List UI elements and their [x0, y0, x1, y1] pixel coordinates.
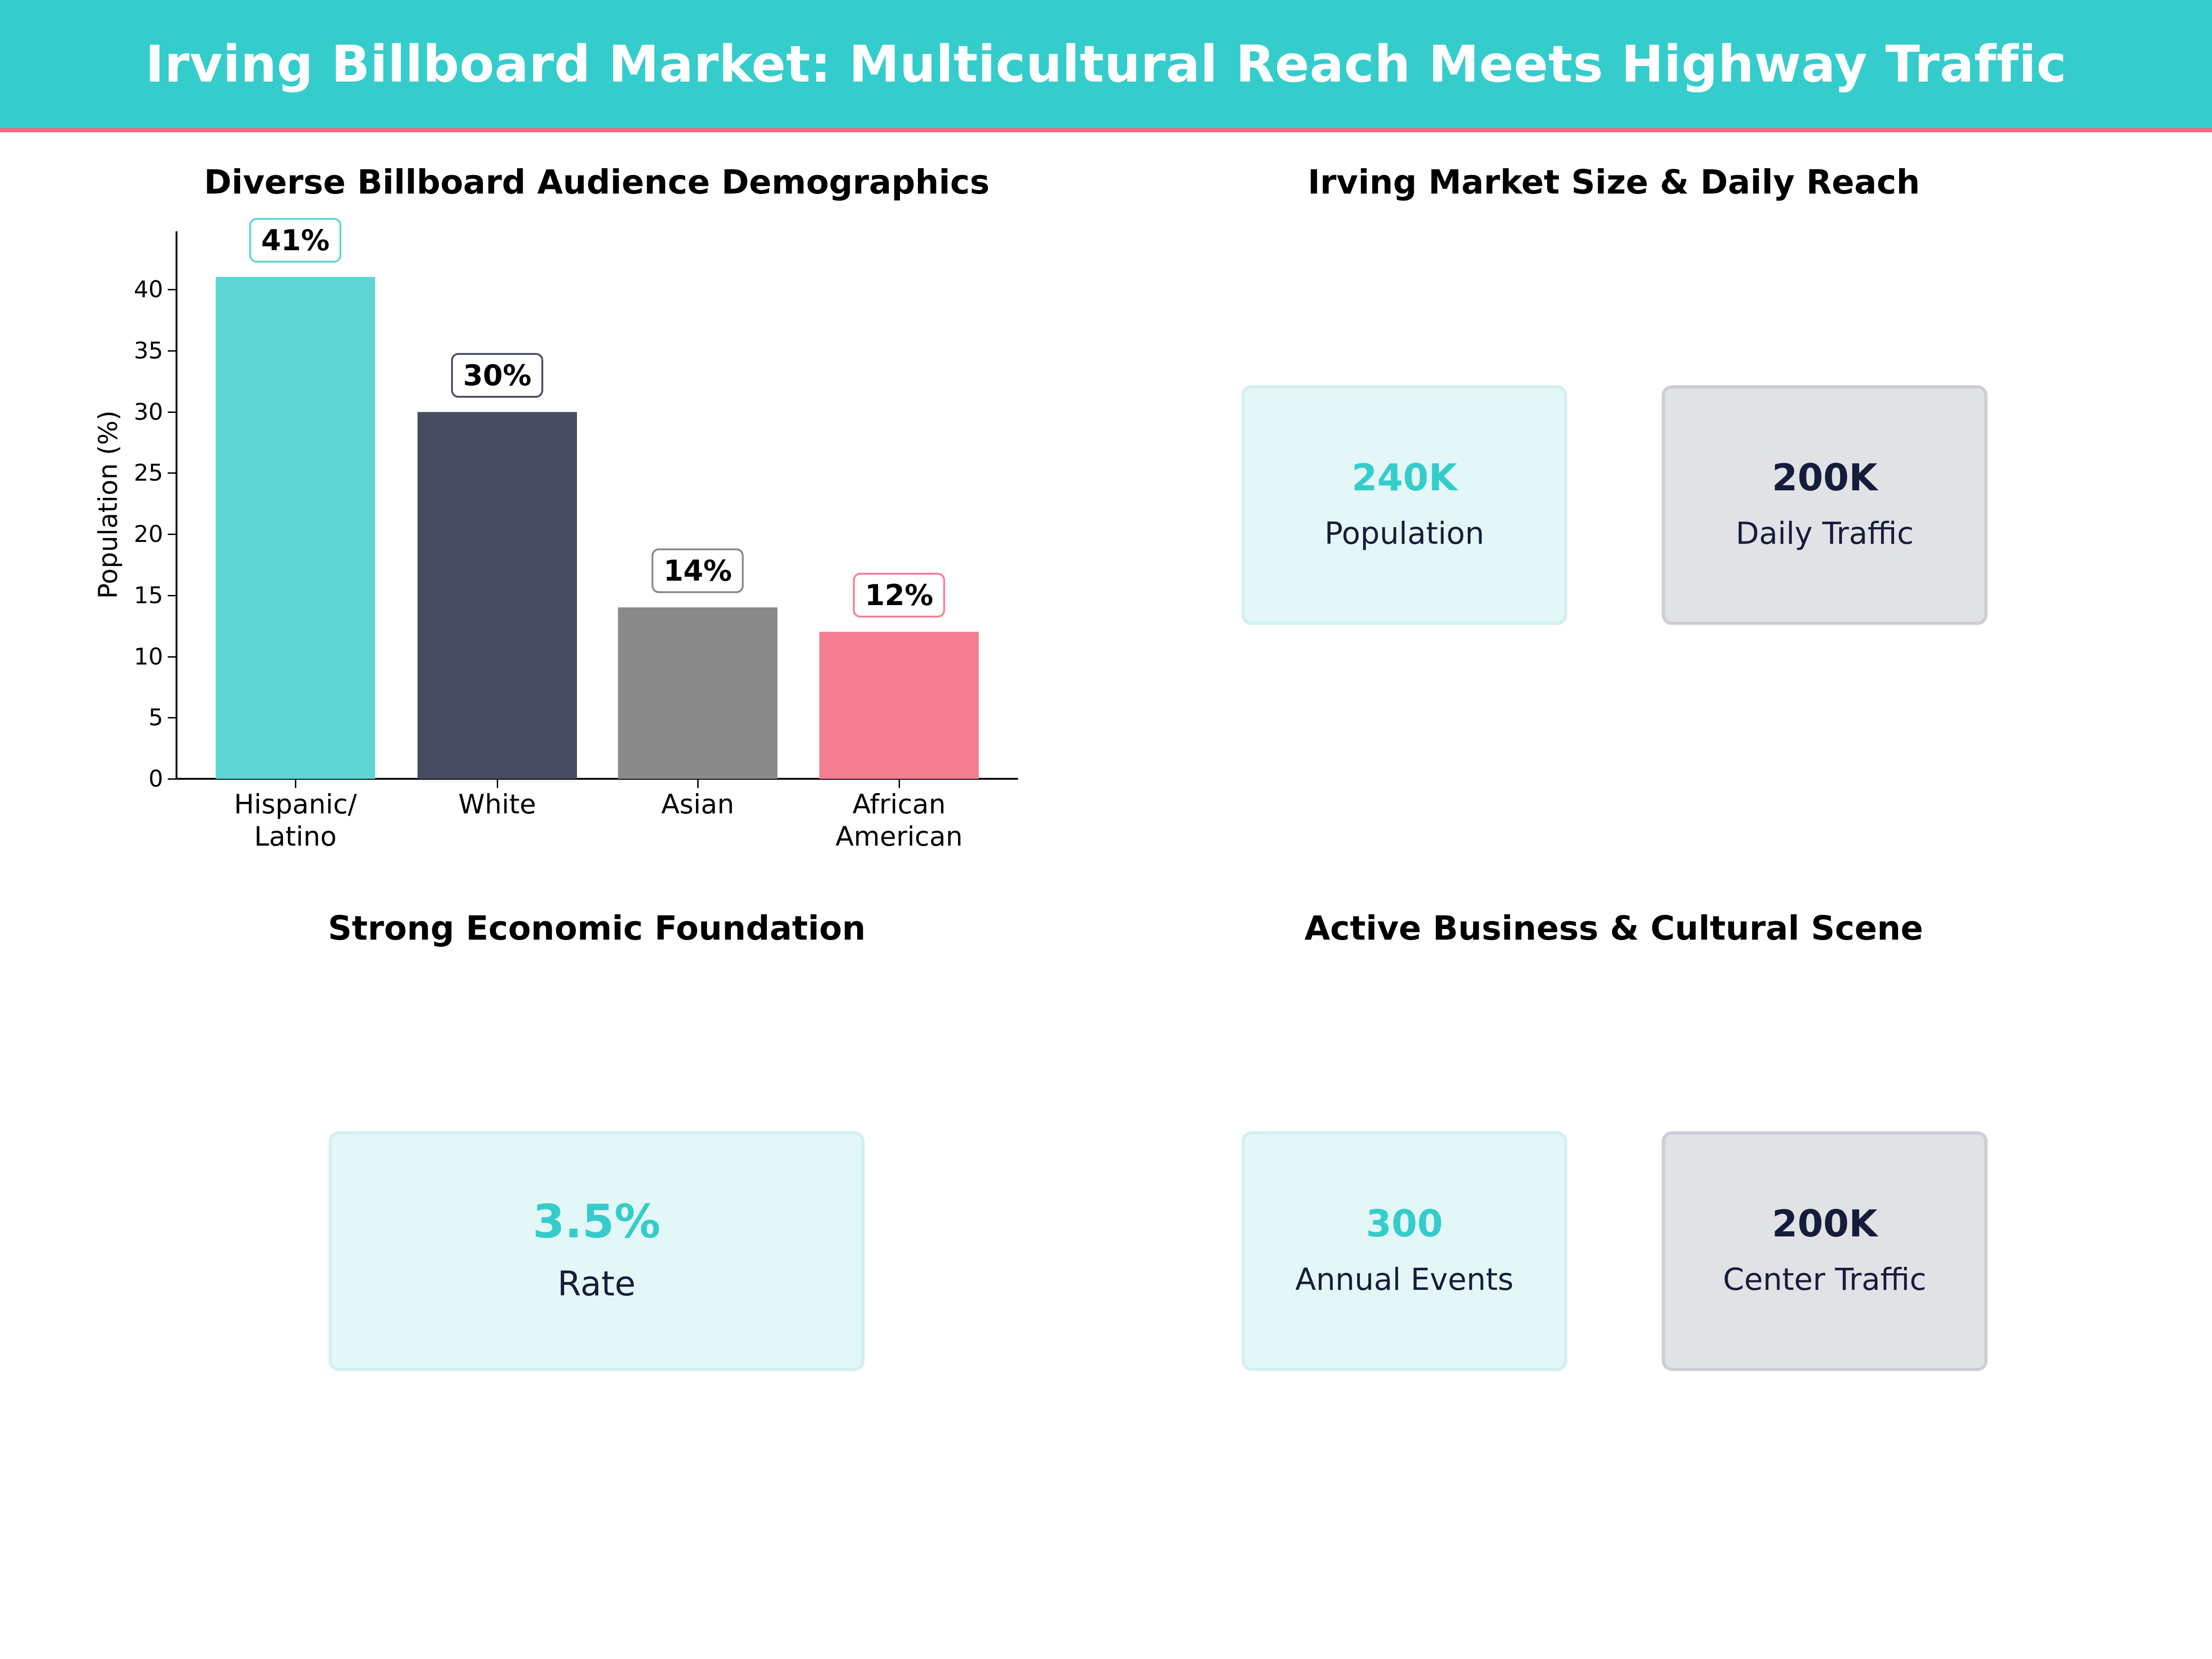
kpi-card-annual-events: 300 Annual Events — [1241, 1131, 1567, 1371]
y-tick-label: 10 — [134, 643, 163, 670]
x-tick-label: Asian — [661, 788, 735, 820]
market-size-title: Irving Market Size & Daily Reach — [1307, 163, 1920, 201]
y-tick — [168, 350, 176, 352]
kpi-card-rate: 3.5% Rate — [329, 1131, 865, 1371]
bar — [418, 412, 577, 779]
y-tick-label: 40 — [134, 276, 163, 303]
y-tick-label: 0 — [148, 765, 163, 792]
kpi-card-center-traffic: 200K Center Traffic — [1662, 1131, 1988, 1371]
business-title: Active Business & Cultural Scene — [1304, 909, 1924, 947]
kpi-label: Center Traffic — [1723, 1261, 1927, 1297]
y-tick-label: 35 — [134, 337, 163, 364]
kpi-value: 240K — [1352, 456, 1457, 499]
bar — [216, 277, 375, 779]
kpi-card-population: 240K Population — [1241, 385, 1567, 625]
x-tick — [697, 780, 699, 788]
y-tick-label: 30 — [134, 398, 163, 425]
kpi-value: 3.5% — [532, 1194, 661, 1248]
y-axis-label: Population (%) — [93, 410, 124, 599]
x-tick-label: Hispanic/ Latino — [234, 788, 357, 852]
x-tick-label: White — [458, 788, 536, 820]
bar-value-label: 30% — [451, 353, 544, 398]
x-axis — [176, 778, 1018, 780]
kpi-label: Population — [1324, 515, 1484, 551]
x-tick — [899, 780, 900, 788]
y-tick-label: 20 — [134, 521, 163, 547]
y-tick — [168, 472, 176, 474]
y-tick — [168, 717, 176, 719]
kpi-value: 300 — [1366, 1202, 1443, 1245]
x-tick-label: African American — [835, 788, 963, 852]
kpi-value: 200K — [1772, 1202, 1877, 1245]
y-tick-label: 5 — [148, 704, 163, 731]
y-tick — [168, 656, 176, 658]
x-tick — [497, 780, 498, 788]
y-tick-label: 15 — [134, 582, 163, 609]
y-tick — [168, 594, 176, 596]
bar-value-label: 41% — [249, 218, 342, 263]
y-tick-label: 25 — [134, 459, 163, 487]
kpi-card-daily-traffic: 200K Daily Traffic — [1662, 385, 1988, 625]
y-tick — [168, 289, 176, 290]
bar-value-label: 14% — [651, 548, 744, 594]
bar — [819, 632, 979, 779]
y-tick — [168, 778, 176, 780]
kpi-label: Annual Events — [1295, 1261, 1514, 1297]
y-tick — [168, 411, 176, 413]
header-accent-line — [0, 128, 2212, 132]
bar — [618, 607, 777, 779]
kpi-label: Rate — [557, 1264, 636, 1304]
x-tick — [295, 780, 296, 788]
kpi-label: Daily Traffic — [1735, 515, 1914, 551]
page-title: Irving Billboard Market: Multicultural R… — [145, 35, 2067, 94]
economy-title: Strong Economic Foundation — [328, 909, 866, 947]
y-tick — [168, 534, 176, 535]
demographics-title: Diverse Billboard Audience Demographics — [204, 163, 990, 201]
y-axis — [176, 231, 177, 780]
kpi-value: 200K — [1772, 456, 1877, 499]
bar-value-label: 12% — [853, 573, 946, 618]
header-banner: Irving Billboard Market: Multicultural R… — [0, 0, 2212, 128]
